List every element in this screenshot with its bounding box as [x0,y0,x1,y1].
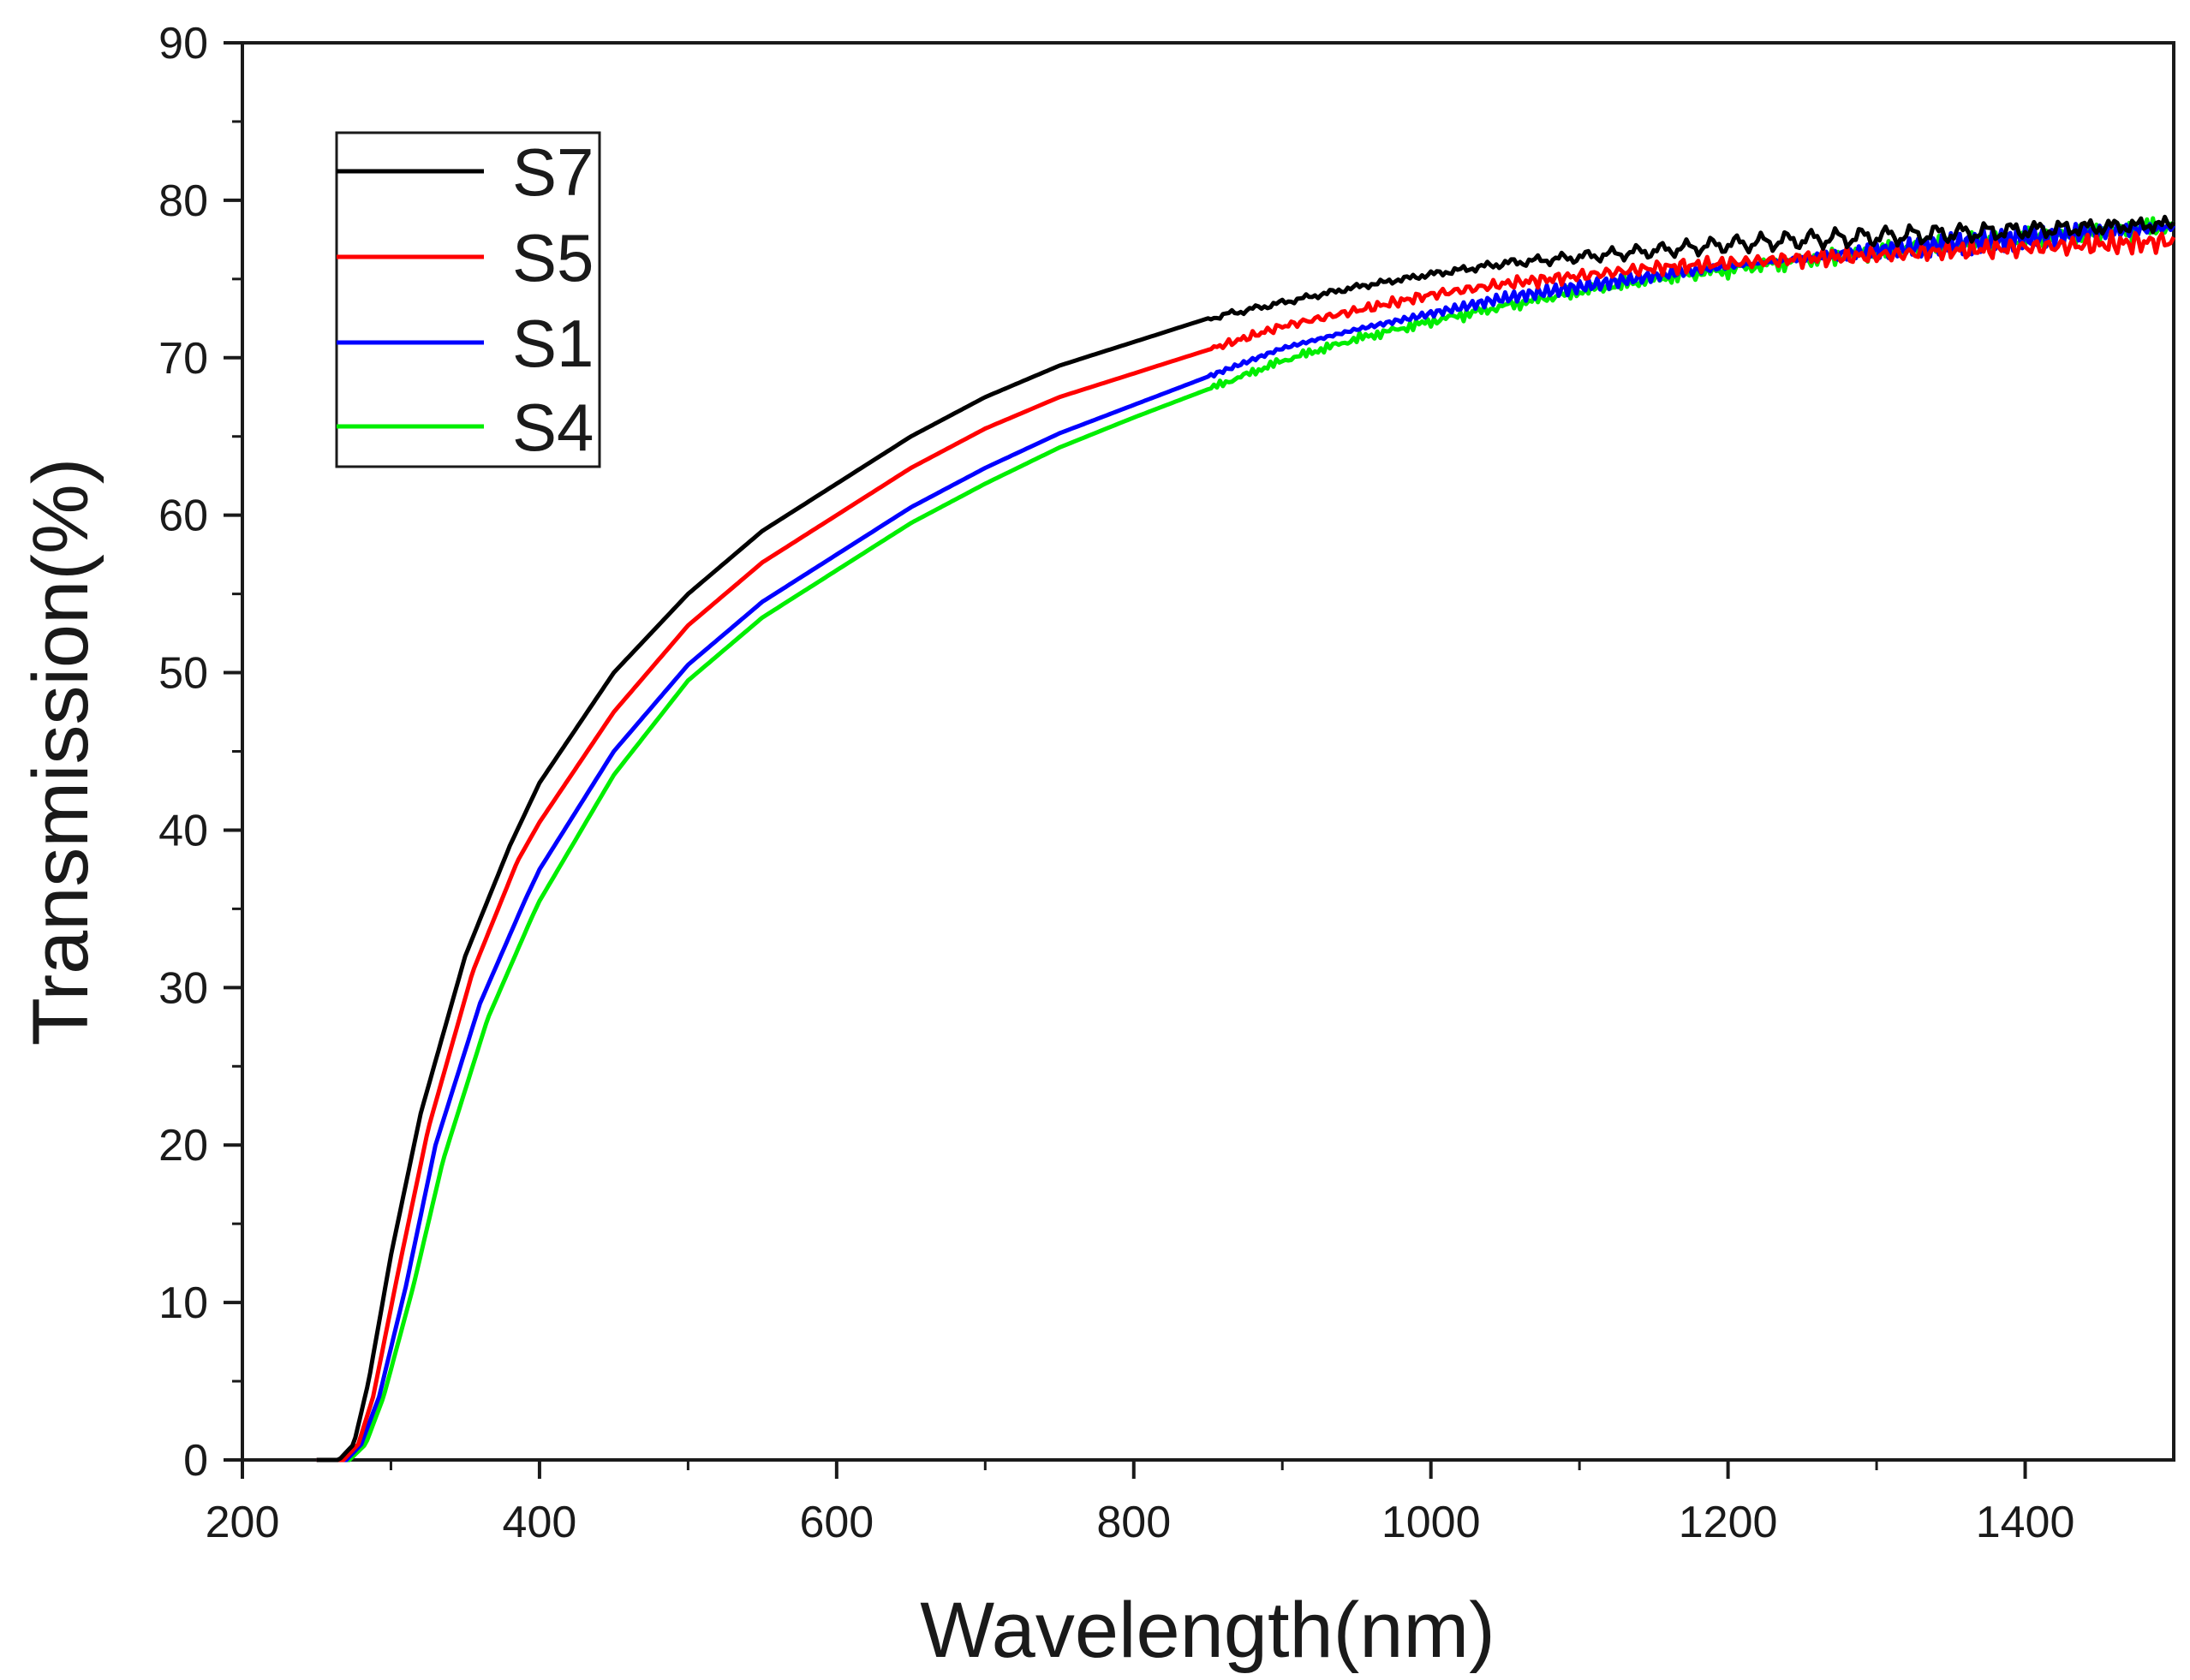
x-tick-label: 800 [1096,1498,1171,1547]
series-line-s5 [316,229,2176,1463]
series-lines [316,214,2176,1463]
x-tick-label: 400 [503,1498,577,1547]
x-tick-label: 1000 [1381,1498,1481,1547]
y-tick-label: 40 [158,806,208,855]
legend-items: S7 S5 S1 S4 [337,134,594,465]
x-tick-label: 600 [799,1498,874,1547]
legend-label-s4: S4 [512,390,594,465]
x-axis-ticks [241,1460,2027,1479]
y-tick-label: 70 [158,334,208,384]
legend-label-s5: S5 [512,220,594,295]
series-line-s7 [316,214,2176,1463]
x-tick-label: 1400 [1976,1498,2075,1547]
y-axis-title: Transmission(%) [17,458,104,1046]
y-tick-label: 60 [158,491,208,541]
x-axis-tick-labels: 200 400 600 800 1000 1200 1400 [206,1498,2075,1547]
y-tick-label: 10 [158,1278,208,1328]
y-tick-label: 50 [158,649,208,699]
y-axis-ticks [224,41,242,1462]
y-tick-label: 0 [183,1436,208,1486]
legend-label-s1: S1 [512,306,594,381]
legend-label-s7: S7 [512,134,594,210]
legend-box [335,131,601,468]
y-tick-label: 80 [158,176,208,226]
x-tick-label: 1200 [1679,1498,1778,1547]
x-axis-title: Wavelength(nm) [920,1587,1495,1674]
legend: S7 S5 S1 S4 [335,131,601,468]
y-tick-label: 20 [158,1121,208,1171]
x-tick-label: 200 [206,1498,280,1547]
y-axis-tick-labels: 0 10 20 30 40 50 60 70 80 90 [158,19,208,1486]
y-tick-label: 30 [158,963,208,1013]
y-tick-label: 90 [158,19,208,69]
